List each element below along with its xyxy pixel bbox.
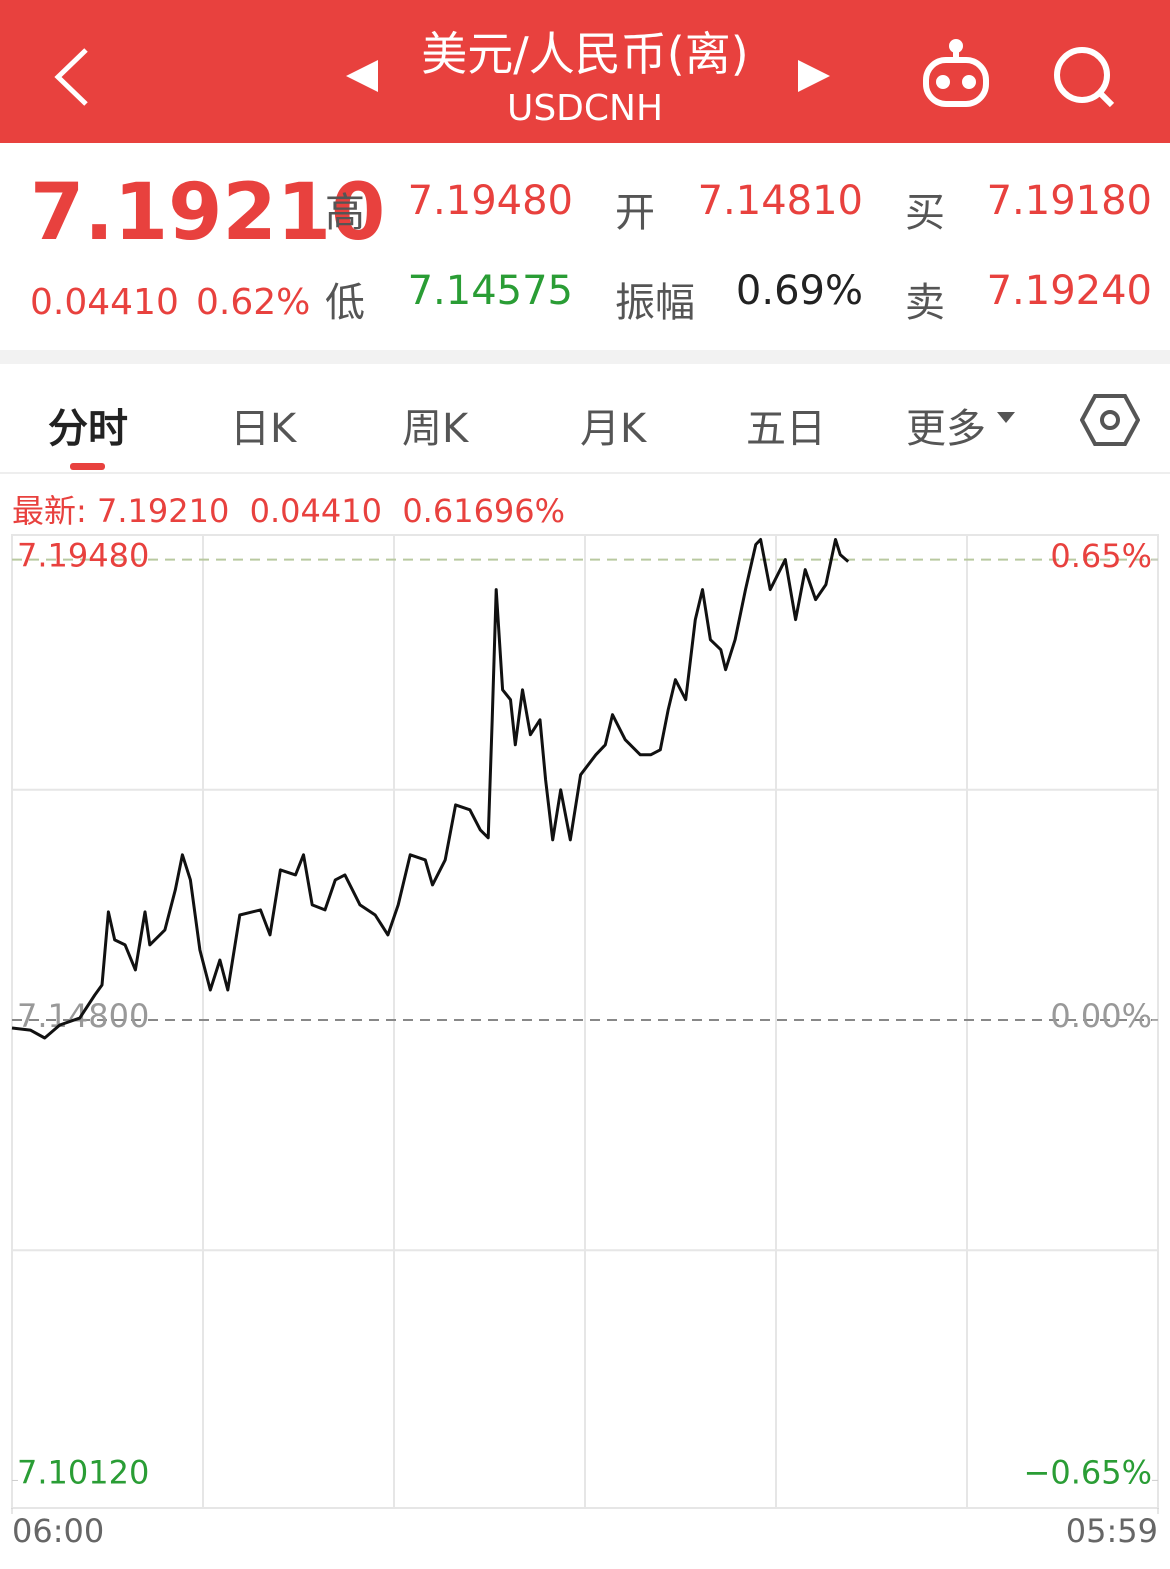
x-tick-label: 06:00 bbox=[12, 1512, 104, 1550]
field-label: 低 bbox=[325, 280, 365, 326]
latest-info: 最新: 7.19210 0.04410 0.61696% bbox=[12, 486, 565, 532]
separator bbox=[0, 350, 1170, 364]
tab[interactable]: 周K bbox=[402, 406, 469, 452]
y2-tick-label: −0.65% bbox=[1024, 1453, 1152, 1491]
back-button[interactable] bbox=[54, 48, 88, 106]
header-icons bbox=[54, 39, 1115, 108]
tab-indicator bbox=[70, 463, 105, 470]
title: 美元/人民币(离) bbox=[421, 27, 749, 81]
change: 0.04410 bbox=[30, 282, 179, 323]
y-tick-label: 7.19480 bbox=[17, 537, 149, 575]
tab[interactable]: 分时 bbox=[48, 406, 128, 452]
y-tick-label: 7.10120 bbox=[17, 1453, 149, 1491]
field-label: 卖 bbox=[905, 280, 945, 326]
field-label: 振幅 bbox=[615, 280, 695, 326]
field-label: 高 bbox=[325, 190, 365, 236]
field-label: 买 bbox=[905, 190, 945, 236]
assistant-button[interactable] bbox=[923, 39, 989, 107]
settings-button[interactable] bbox=[1080, 392, 1140, 452]
tab[interactable]: 月K bbox=[580, 406, 647, 452]
info-change-pct: 0.61696% bbox=[402, 492, 566, 530]
field-value: 7.14810 bbox=[697, 178, 863, 224]
header: 美元/人民币(离) USDCNH bbox=[0, 0, 1170, 143]
y2-tick-label: 0.00% bbox=[1050, 997, 1152, 1035]
price: 7.19210 bbox=[30, 168, 386, 258]
info-label: 最新: bbox=[12, 492, 87, 530]
field-value: 7.19480 bbox=[407, 178, 573, 224]
field-label: 开 bbox=[615, 190, 655, 236]
tab[interactable]: 日K bbox=[230, 406, 297, 452]
tab[interactable]: 五日 bbox=[746, 406, 826, 452]
field-value: 7.19240 bbox=[986, 268, 1152, 314]
subtitle: USDCNH bbox=[506, 88, 664, 129]
field-value: 7.19180 bbox=[986, 178, 1152, 224]
search-button[interactable] bbox=[1054, 47, 1115, 108]
info-change: 0.04410 bbox=[249, 492, 382, 530]
dropdown-icon bbox=[997, 412, 1015, 423]
field-value: 7.14575 bbox=[407, 268, 573, 314]
info-price: 7.19210 bbox=[96, 492, 230, 530]
y-tick-label: 7.14800 bbox=[17, 997, 149, 1035]
divider bbox=[0, 472, 1170, 474]
prev-button[interactable] bbox=[346, 60, 378, 92]
plot-frame bbox=[11, 534, 1159, 1509]
x-tick-label: 05:59 bbox=[1066, 1512, 1158, 1550]
price-line bbox=[11, 538, 850, 1040]
field-value: 0.69% bbox=[735, 268, 863, 314]
change-pct: 0.62% bbox=[196, 282, 311, 323]
next-button[interactable] bbox=[798, 60, 830, 92]
y2-tick-label: 0.65% bbox=[1050, 537, 1152, 575]
tab[interactable]: 更多 bbox=[906, 406, 986, 452]
